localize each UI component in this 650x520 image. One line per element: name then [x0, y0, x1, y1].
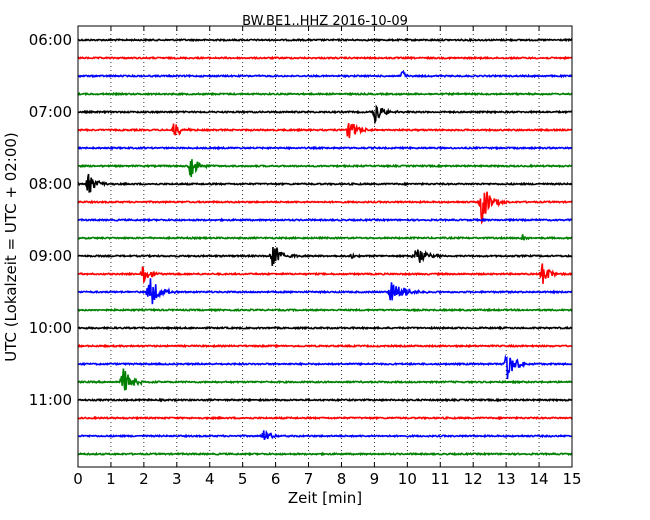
- seismic-trace: [77, 397, 573, 403]
- y-tick-label: 08:00: [29, 175, 72, 193]
- x-tick-label: 2: [139, 470, 149, 488]
- chart-title: BW.BE1..HHZ 2016-10-09: [242, 14, 408, 29]
- seismic-trace: [77, 69, 573, 79]
- traces: [77, 37, 573, 457]
- seismic-trace: [77, 145, 573, 151]
- seismic-trace: [77, 307, 573, 313]
- y-axis-label: UTC (Lokalzeit = UTC + 02:00): [2, 132, 20, 362]
- seismic-trace: [77, 104, 573, 125]
- y-tick-label: 09:00: [29, 247, 72, 265]
- x-tick-label: 12: [464, 470, 483, 488]
- seismic-trace: [77, 191, 573, 225]
- seismic-trace: [77, 217, 573, 223]
- seismic-trace: [77, 159, 573, 178]
- x-tick-label: 3: [172, 470, 182, 488]
- seismic-trace: [77, 415, 573, 421]
- x-tick-label: 7: [304, 470, 314, 488]
- plot-frame: [77, 25, 573, 468]
- seismic-trace: [77, 354, 573, 380]
- y-tick-label: 10:00: [29, 319, 72, 337]
- y-tick-label: 07:00: [29, 103, 72, 121]
- x-gridlines: [110, 26, 540, 467]
- seismic-trace: [77, 263, 573, 285]
- x-tick-label: 9: [370, 470, 380, 488]
- seismic-trace: [78, 278, 573, 305]
- x-tick-label: 4: [205, 470, 215, 488]
- seismic-trace: [77, 173, 573, 193]
- seismic-trace: [77, 91, 573, 97]
- y-tick-label: 11:00: [29, 391, 72, 409]
- x-axis-label: Zeit [min]: [288, 489, 362, 507]
- seismic-trace: [77, 343, 573, 349]
- seismic-trace: [77, 247, 573, 267]
- x-tick-label: 1: [106, 470, 116, 488]
- seismic-trace: [77, 123, 573, 139]
- x-tick-label: 11: [431, 470, 450, 488]
- seismic-trace: [77, 234, 573, 241]
- seismic-trace: [77, 325, 573, 331]
- x-tick-label: 13: [497, 470, 516, 488]
- seismic-trace: [77, 37, 573, 43]
- x-tick-label: 5: [238, 470, 248, 488]
- seismic-trace: [77, 368, 573, 391]
- x-tick-label: 10: [398, 470, 417, 488]
- seismic-trace: [77, 55, 573, 61]
- x-tick-label: 15: [562, 470, 581, 488]
- x-tick-label: 0: [73, 470, 83, 488]
- x-tick-label: 8: [337, 470, 347, 488]
- seismic-trace: [77, 429, 573, 441]
- y-tick-label: 06:00: [29, 31, 72, 49]
- x-tick-label: 6: [271, 470, 281, 488]
- y-axis-ticks: 06:00 07:00 08:00 09:00 10:00 11:00: [29, 31, 572, 409]
- x-tick-label: 14: [530, 470, 549, 488]
- seismic-trace: [77, 451, 573, 457]
- x-axis-ticks: 0 1 2 3 4 5 6 7 8 9 10 11 12 13 14 15: [73, 26, 582, 488]
